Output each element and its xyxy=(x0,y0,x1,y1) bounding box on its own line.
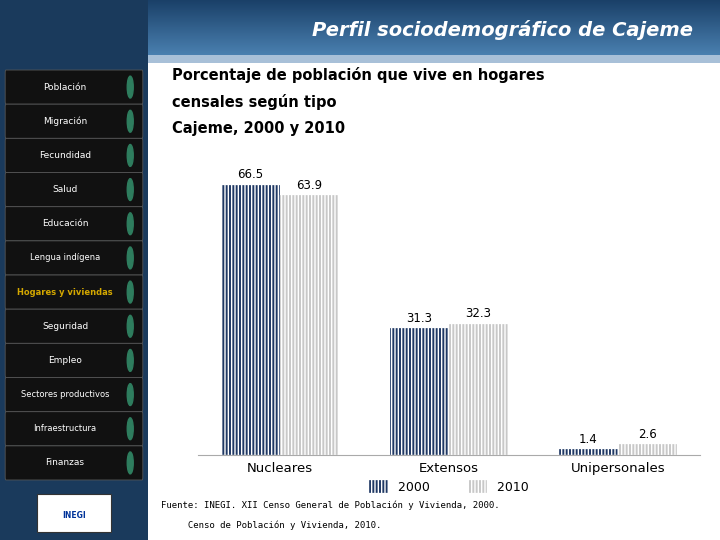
Text: Educación: Educación xyxy=(42,219,89,228)
Text: Censo de Población y Vivienda, 2010.: Censo de Población y Vivienda, 2010. xyxy=(161,521,381,530)
Text: INEGI: INEGI xyxy=(62,511,86,520)
Text: Infraestructura: Infraestructura xyxy=(34,424,96,433)
Text: 1.4: 1.4 xyxy=(579,433,598,446)
FancyBboxPatch shape xyxy=(5,70,143,104)
Text: Fuente: INEGI. XII Censo General de Población y Vivienda, 2000.: Fuente: INEGI. XII Censo General de Pobl… xyxy=(161,501,500,510)
Circle shape xyxy=(127,179,133,200)
Circle shape xyxy=(127,213,133,235)
Text: 2.6: 2.6 xyxy=(638,428,657,441)
Circle shape xyxy=(127,110,133,132)
FancyBboxPatch shape xyxy=(5,446,143,480)
Text: 66.5: 66.5 xyxy=(238,168,264,181)
Text: Lengua indígena: Lengua indígena xyxy=(30,253,100,262)
Circle shape xyxy=(127,145,133,166)
Circle shape xyxy=(127,76,133,98)
Text: Seguridad: Seguridad xyxy=(42,322,89,330)
Text: Cajeme, 2000 y 2010: Cajeme, 2000 y 2010 xyxy=(172,122,345,137)
Text: Población: Población xyxy=(43,83,86,92)
Text: 32.3: 32.3 xyxy=(466,307,492,320)
Circle shape xyxy=(127,281,133,303)
Text: Migración: Migración xyxy=(43,117,87,126)
Bar xyxy=(390,328,449,455)
Circle shape xyxy=(127,349,133,372)
Bar xyxy=(280,195,339,455)
FancyBboxPatch shape xyxy=(5,309,143,343)
FancyBboxPatch shape xyxy=(5,207,143,241)
Bar xyxy=(559,449,618,455)
Text: 31.3: 31.3 xyxy=(406,312,433,325)
FancyBboxPatch shape xyxy=(5,377,143,411)
FancyBboxPatch shape xyxy=(5,173,143,207)
FancyBboxPatch shape xyxy=(5,275,143,309)
Bar xyxy=(449,323,508,455)
Text: censales según tipo: censales según tipo xyxy=(172,94,336,111)
FancyBboxPatch shape xyxy=(5,104,143,138)
Legend:  2000,  2010: 2000, 2010 xyxy=(364,475,534,499)
Text: Perfil sociodemográfico de Cajeme: Perfil sociodemográfico de Cajeme xyxy=(312,20,693,40)
FancyBboxPatch shape xyxy=(5,343,143,377)
Text: Salud: Salud xyxy=(53,185,78,194)
FancyBboxPatch shape xyxy=(37,494,111,531)
Text: Sectores productivos: Sectores productivos xyxy=(21,390,109,399)
Bar xyxy=(221,185,280,455)
Text: Porcentaje de población que vive en hogares: Porcentaje de población que vive en hoga… xyxy=(172,67,544,83)
Circle shape xyxy=(127,315,133,337)
Circle shape xyxy=(127,247,133,269)
Bar xyxy=(618,444,678,455)
Circle shape xyxy=(127,452,133,474)
Text: Fecundidad: Fecundidad xyxy=(39,151,91,160)
FancyBboxPatch shape xyxy=(5,138,143,172)
FancyBboxPatch shape xyxy=(5,241,143,275)
Circle shape xyxy=(127,383,133,406)
FancyBboxPatch shape xyxy=(5,411,143,446)
Text: Finanzas: Finanzas xyxy=(45,458,85,468)
Text: Empleo: Empleo xyxy=(48,356,82,365)
Text: Hogares y viviendas: Hogares y viviendas xyxy=(17,288,113,296)
Circle shape xyxy=(127,418,133,440)
Text: 63.9: 63.9 xyxy=(297,179,323,192)
